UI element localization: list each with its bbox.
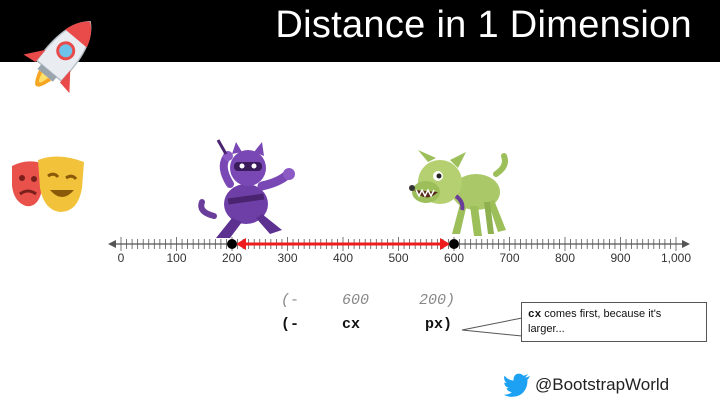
distance-segment-right-arrowhead	[440, 238, 450, 250]
tick-label: 100	[166, 251, 186, 265]
number-line-labels: 0 100 200 300 400 500 600 700 800 900 1,000	[118, 251, 692, 265]
tick-label: 200	[222, 251, 242, 265]
tick-label: 1,000	[661, 251, 691, 265]
expr-names-a: cx	[342, 316, 361, 333]
expression-values-row: (- 600 200)	[0, 292, 720, 312]
tick-label: 600	[444, 251, 464, 265]
expr-names-b: px)	[425, 316, 453, 333]
theater-masks-icon	[12, 156, 84, 212]
expr-values-b: 200)	[419, 292, 456, 309]
number-line-point	[449, 239, 459, 249]
callout-box: cx comes first, because it's larger...	[521, 302, 707, 342]
callout-text: comes first, because it's larger...	[528, 308, 662, 335]
tick-label: 800	[555, 251, 575, 265]
number-line-left-arrow	[108, 240, 116, 248]
expression-names-row: (- cx px)	[0, 316, 720, 336]
tick-label: 300	[277, 251, 297, 265]
distance-segment-left-arrowhead	[236, 238, 246, 250]
footer: @BootstrapWorld	[503, 372, 669, 398]
twitter-bird-icon	[503, 373, 530, 397]
expr-values-a: 600	[342, 292, 370, 309]
dog-character	[409, 150, 508, 236]
tick-label: 700	[499, 251, 519, 265]
tick-label: 900	[610, 251, 630, 265]
callout-code: cx	[528, 309, 542, 321]
twitter-handle: @BootstrapWorld	[535, 375, 670, 394]
expr-values-open: (-	[281, 292, 300, 309]
number-line-right-arrow	[682, 240, 690, 248]
number-line-point	[227, 239, 237, 249]
tick-label: 500	[388, 251, 408, 265]
expr-names-open: (-	[281, 316, 300, 333]
number-line-points	[227, 239, 459, 249]
title-bar: Distance in 1 Dimension	[0, 0, 720, 62]
slide-title: Distance in 1 Dimension	[275, 4, 692, 46]
number-line: 0 100 200 300 400 500 600 700 800 900 1,000	[108, 237, 692, 265]
tick-label: 400	[333, 251, 353, 265]
callout-pointer	[461, 317, 523, 337]
tick-label: 0	[118, 251, 125, 265]
rocket-icon	[23, 20, 92, 94]
ninja-cat-character	[198, 139, 295, 238]
